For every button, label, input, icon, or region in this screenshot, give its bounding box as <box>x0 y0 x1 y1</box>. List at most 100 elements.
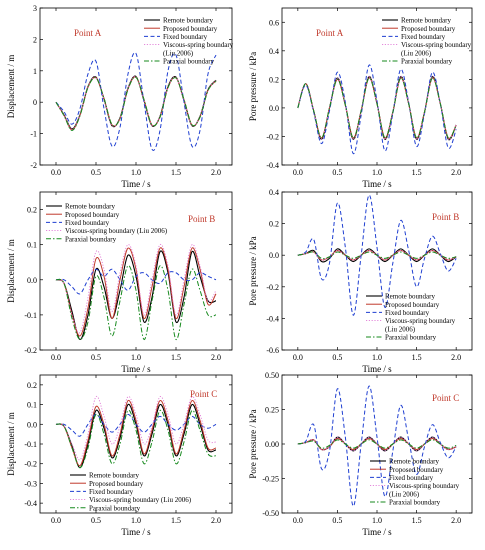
legend-label-3: Fixed boundary <box>65 219 110 227</box>
series-line-4 <box>55 75 217 130</box>
x-tick-label: 1.0 <box>372 516 382 525</box>
x-tick-label: 1.0 <box>372 353 382 362</box>
legend-label-1: Remote boundary <box>401 17 451 25</box>
y-tick-label: -0.2 <box>24 346 37 355</box>
legend-label-4: Viscous-spring boundary <box>163 41 234 49</box>
x-axis-label: Time / s <box>121 364 151 374</box>
x-tick-label: 2.0 <box>211 516 221 525</box>
x-tick-label: 0.0 <box>293 353 303 362</box>
chart-panel-6: 0.0 0.5 1.0 1.5 2.0 -0.50 -0.25 0.00 0.25 0.50 Tim… <box>248 371 473 537</box>
legend-label-3: Fixed boundary <box>401 33 446 41</box>
x-tick-label: 2.0 <box>211 168 221 177</box>
y-axis-label: Displacement / m <box>6 239 16 302</box>
series-lines <box>297 64 457 155</box>
x-tick-label: 0.5 <box>332 516 342 525</box>
y-tick-label: -0.1 <box>24 440 37 449</box>
series-line-2 <box>55 399 217 467</box>
series-line-5 <box>55 265 217 340</box>
y-tick-label: 0.1 <box>27 401 37 410</box>
y-tick-label: 0.4 <box>269 47 279 56</box>
series-line-3 <box>55 52 217 151</box>
y-tick-label: 0.2 <box>27 206 37 215</box>
y-tick-label: 1 <box>33 67 37 76</box>
x-axis-label: Time / s <box>362 179 392 189</box>
y-tick-label: -0.2 <box>266 132 279 141</box>
y-tick-label: 0.00 <box>265 440 279 449</box>
y-tick-label: -0.50 <box>262 509 279 518</box>
y-tick-label: -0.3 <box>24 479 37 488</box>
series-line-5 <box>297 77 457 139</box>
y-tick-label: 0.0 <box>27 276 37 285</box>
y-tick-label: -1 <box>30 130 37 139</box>
y-tick-label: 0.25 <box>265 406 279 415</box>
series-line-1 <box>55 250 217 341</box>
y-tick-label: 0.2 <box>269 75 279 84</box>
panel-label: Point C <box>432 393 459 403</box>
series-line-2 <box>297 77 457 139</box>
y-axis-label: Pore pressure / kPa <box>248 52 258 121</box>
legend-label-1: Remote boundary <box>385 293 435 301</box>
series-lines <box>55 395 217 469</box>
x-tick-label: 0.0 <box>51 516 61 525</box>
legend-label-5: Paraxial boundary <box>401 58 453 66</box>
x-tick-label: 1.5 <box>171 516 181 525</box>
x-tick-label: 0.0 <box>293 516 303 525</box>
legend-label-1: Remote boundary <box>89 472 139 480</box>
x-tick-label: 0.0 <box>51 168 61 177</box>
series-line-3 <box>297 64 457 155</box>
x-axis-label: Time / s <box>121 179 151 189</box>
y-tick-label: -0.1 <box>24 311 37 320</box>
series-line-5 <box>297 439 457 449</box>
y-tick-label: 0.2 <box>269 220 279 229</box>
y-axis-label: Displacement / m <box>6 412 16 475</box>
legend-label-5: Paraxial boundary <box>65 235 117 243</box>
x-tick-label: 1.0 <box>131 516 141 525</box>
chart-panel-1: 0.0 0.5 1.0 1.5 2.0 -2 -1 0 1 2 3 Time / s Displacem… <box>6 4 234 189</box>
panel-label: Point B <box>432 212 459 222</box>
series-line-3 <box>55 268 217 295</box>
series-line-4 <box>55 243 217 334</box>
series-line-4 <box>55 395 217 461</box>
x-tick-label: 0.5 <box>91 168 101 177</box>
legend-label-3: Fixed boundary <box>163 33 208 41</box>
chart-panel-4: 0.0 0.5 1.0 1.5 2.0 -0.6 -0.4 -0.2 0.0 0.2 0.4 Time… <box>248 188 473 374</box>
panel-label: Point B <box>188 214 215 224</box>
legend-label-4: Viscous-spring boundary (Liu 2006) <box>65 227 168 235</box>
y-axis-label: Pore pressure / kPa <box>248 409 258 478</box>
y-tick-label: -0.4 <box>266 161 279 170</box>
x-tick-label: 1.5 <box>412 516 422 525</box>
legend-label-2: Proposed boundary <box>385 301 440 309</box>
legend-label-2: Proposed boundary <box>89 480 144 488</box>
x-axis-label: Time / s <box>362 527 392 537</box>
x-tick-label: 1.0 <box>131 168 141 177</box>
legend-label-1: Remote boundary <box>389 458 439 466</box>
x-tick-label: 0.0 <box>51 353 61 362</box>
legend-label-4: (Liu 2006) <box>385 325 416 333</box>
panel-label: Point A <box>74 28 102 38</box>
legend-label-4: Viscous-spring boundary <box>385 317 456 325</box>
series-line-4 <box>297 436 457 452</box>
series-lines <box>297 385 457 507</box>
y-tick-label: -0.6 <box>266 346 279 355</box>
y-tick-label: -0.2 <box>24 460 37 469</box>
legend-label-4: (Liu 2006) <box>389 490 420 498</box>
legend-label-1: Remote boundary <box>163 17 213 25</box>
x-tick-label: 1.5 <box>171 168 181 177</box>
legend-label-5: Paraxial boundary <box>385 334 437 342</box>
x-tick-label: 1.0 <box>131 353 141 362</box>
legend-label-5: Paraxial boundary <box>389 499 441 507</box>
legend-label-4: (Liu 2006) <box>163 49 194 57</box>
y-tick-label: 0.0 <box>269 104 279 113</box>
legend-label-5: Paraxial boundary <box>89 504 141 512</box>
y-axis-label: Pore pressure / kPa <box>248 236 258 305</box>
y-tick-label: -2 <box>30 161 37 170</box>
y-tick-label: 0.1 <box>27 241 37 250</box>
legend-label-3: Fixed boundary <box>385 309 430 317</box>
x-tick-label: 0.5 <box>91 516 101 525</box>
x-tick-label: 2.0 <box>451 168 461 177</box>
legend-label-3: Fixed boundary <box>89 488 134 496</box>
series-line-5 <box>55 409 217 469</box>
y-tick-label: 0.2 <box>27 381 37 390</box>
